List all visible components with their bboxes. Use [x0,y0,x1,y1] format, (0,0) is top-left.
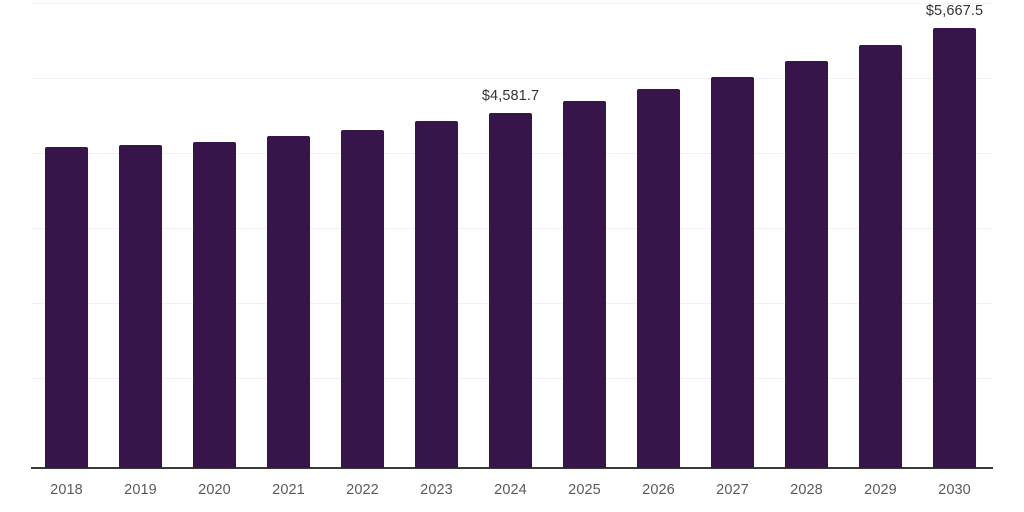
x-tick-label-2018: 2018 [50,482,83,498]
bar-2021[interactable] [267,136,310,468]
x-tick-label-2025: 2025 [568,482,601,498]
bar-2026[interactable] [637,89,680,468]
bar-value-label-2024: $4,581.7 [481,88,540,105]
x-tick-label-2030: 2030 [938,482,971,498]
bar-2018[interactable] [45,147,88,468]
x-axis-tick-labels: 2018 2019 2020 2021 2022 2023 2024 2025 2026 2027… [0,482,1024,512]
x-axis-line [31,467,993,469]
gridline [31,3,993,4]
x-tick-label-2027: 2027 [716,482,749,498]
bar-2028[interactable] [785,61,828,468]
x-tick-label-2026: 2026 [642,482,675,498]
x-tick-label-2024: 2024 [494,482,527,498]
x-tick-label-2022: 2022 [346,482,379,498]
x-tick-label-2021: 2021 [272,482,305,498]
bar-2022[interactable] [341,130,384,468]
bar-2030[interactable] [933,28,976,468]
x-tick-label-2023: 2023 [420,482,453,498]
x-tick-label-2029: 2029 [864,482,897,498]
x-tick-label-2020: 2020 [198,482,231,498]
x-tick-label-2019: 2019 [124,482,157,498]
bar-2029[interactable] [859,45,902,468]
bar-value-label-2030: $5,667.5 [925,3,984,20]
x-tick-label-2028: 2028 [790,482,823,498]
gridline [31,78,993,79]
bar-2019[interactable] [119,145,162,468]
bar-2024[interactable] [489,113,532,468]
bar-2025[interactable] [563,101,606,468]
bar-2020[interactable] [193,142,236,468]
bar-2023[interactable] [415,121,458,468]
bar-2027[interactable] [711,77,754,468]
